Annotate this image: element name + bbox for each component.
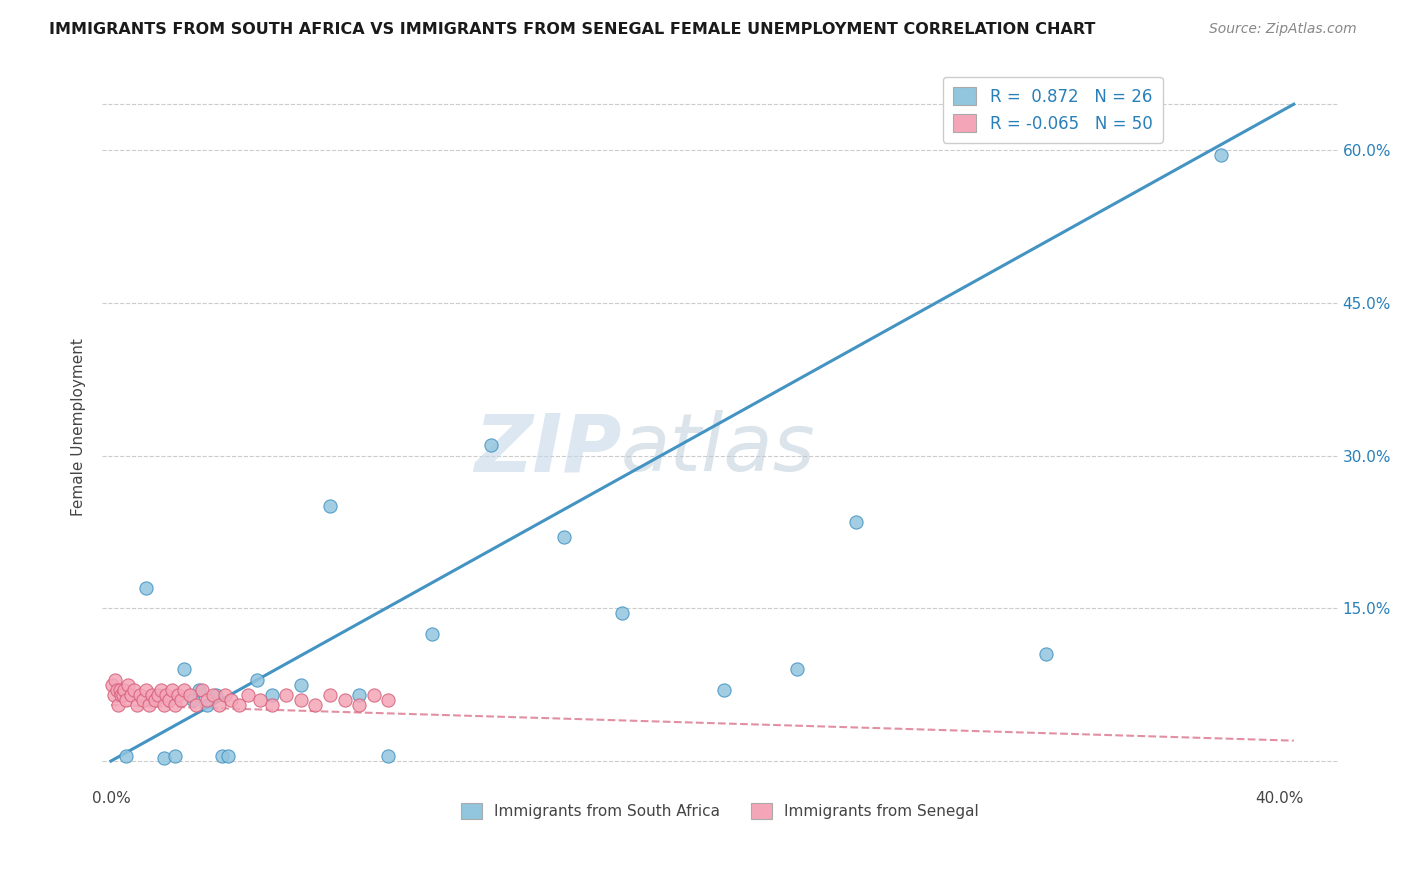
Point: [363, 688, 385, 702]
Legend: Immigrants from South Africa, Immigrants from Senegal: Immigrants from South Africa, Immigrants…: [454, 797, 986, 825]
Text: atlas: atlas: [621, 410, 815, 488]
Point: [319, 500, 342, 514]
Point: [1209, 148, 1232, 162]
Point: [208, 698, 231, 712]
Point: [211, 748, 233, 763]
Point: [173, 662, 195, 676]
Text: ZIP: ZIP: [474, 410, 621, 488]
Point: [333, 693, 356, 707]
Point: [146, 688, 169, 702]
Point: [152, 751, 174, 765]
Point: [347, 688, 370, 702]
Point: [132, 693, 155, 707]
Point: [167, 688, 190, 702]
Text: Source: ZipAtlas.com: Source: ZipAtlas.com: [1209, 22, 1357, 37]
Point: [238, 688, 260, 702]
Point: [149, 682, 172, 697]
Point: [155, 688, 177, 702]
Point: [713, 682, 735, 697]
Point: [108, 682, 131, 697]
Point: [101, 678, 124, 692]
Point: [1035, 647, 1057, 661]
Point: [214, 688, 236, 702]
Y-axis label: Female Unemployment: Female Unemployment: [72, 339, 86, 516]
Point: [260, 698, 283, 712]
Point: [249, 693, 271, 707]
Point: [114, 693, 136, 707]
Point: [162, 682, 184, 697]
Point: [202, 688, 225, 702]
Point: [112, 682, 135, 697]
Point: [228, 698, 250, 712]
Point: [377, 748, 399, 763]
Point: [127, 698, 149, 712]
Point: [107, 698, 129, 712]
Point: [181, 693, 204, 707]
Point: [479, 438, 502, 452]
Point: [217, 748, 239, 763]
Point: [304, 698, 326, 712]
Point: [179, 688, 201, 702]
Point: [129, 688, 152, 702]
Point: [290, 678, 312, 692]
Point: [103, 688, 125, 702]
Point: [420, 626, 443, 640]
Point: [205, 688, 228, 702]
Point: [187, 682, 209, 697]
Point: [260, 688, 283, 702]
Point: [114, 748, 136, 763]
Point: [195, 693, 218, 707]
Point: [347, 698, 370, 712]
Point: [141, 688, 163, 702]
Point: [290, 693, 312, 707]
Point: [111, 688, 134, 702]
Point: [377, 693, 399, 707]
Point: [152, 698, 174, 712]
Point: [219, 693, 242, 707]
Point: [124, 682, 146, 697]
Point: [246, 673, 269, 687]
Point: [276, 688, 298, 702]
Point: [120, 688, 142, 702]
Point: [117, 678, 139, 692]
Point: [165, 748, 187, 763]
Point: [143, 693, 166, 707]
Point: [553, 530, 575, 544]
Point: [845, 515, 868, 529]
Point: [110, 688, 132, 702]
Text: IMMIGRANTS FROM SOUTH AFRICA VS IMMIGRANTS FROM SENEGAL FEMALE UNEMPLOYMENT CORR: IMMIGRANTS FROM SOUTH AFRICA VS IMMIGRAN…: [49, 22, 1095, 37]
Point: [104, 673, 127, 687]
Point: [610, 607, 633, 621]
Point: [184, 698, 207, 712]
Point: [157, 693, 180, 707]
Point: [138, 698, 160, 712]
Point: [786, 662, 808, 676]
Point: [165, 698, 187, 712]
Point: [190, 682, 212, 697]
Point: [319, 688, 342, 702]
Point: [135, 682, 157, 697]
Point: [173, 682, 195, 697]
Point: [195, 698, 218, 712]
Point: [170, 693, 193, 707]
Point: [105, 682, 128, 697]
Point: [135, 581, 157, 595]
